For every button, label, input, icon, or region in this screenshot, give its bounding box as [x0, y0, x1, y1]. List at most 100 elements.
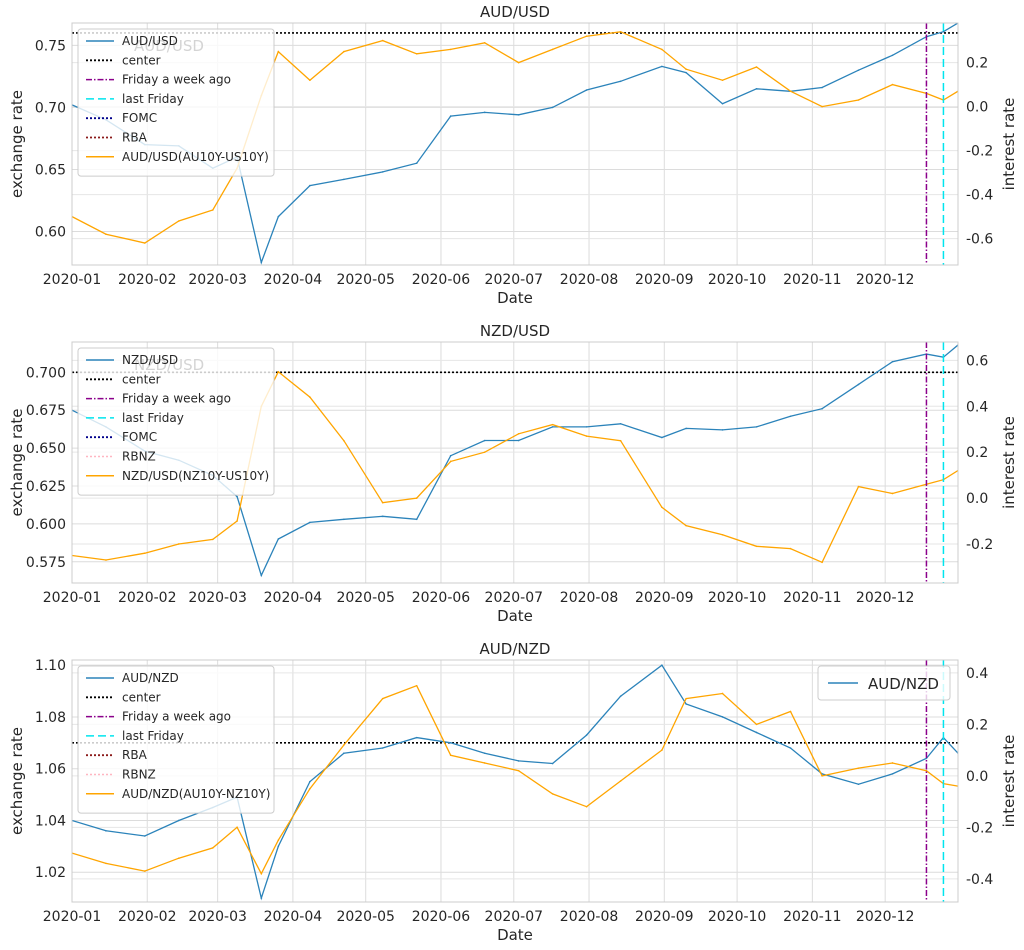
data-point: [260, 574, 263, 577]
data-point: [857, 485, 860, 488]
data-point: [721, 429, 724, 431]
chart-panel-2: 2020-01 2020-02 2020-03 2020-04 2020-05 2020-…: [8, 322, 1018, 625]
legend-box: [77, 28, 275, 177]
data-point: [343, 178, 345, 181]
chart-title: AUD/USD: [480, 3, 550, 21]
data-point: [755, 723, 758, 726]
data-point: [551, 426, 554, 428]
data-point: [517, 61, 520, 64]
data-point: [277, 371, 280, 373]
data-point: [925, 769, 928, 772]
x-axis-label: Date: [497, 607, 533, 625]
x-tick-label: 2020-02: [118, 909, 177, 925]
y-axis-label: exchange rate: [8, 408, 26, 516]
x-tick-label: 2020-05: [336, 272, 395, 288]
x-tick-label: 2020-10: [708, 272, 767, 288]
chart-title: NZD/USD: [480, 322, 550, 340]
legend-label: center: [122, 690, 161, 704]
y-tick-label: 0.65: [35, 162, 66, 178]
x-tick-label: 2020-04: [264, 590, 323, 606]
y-right-tick-label: -0.6: [966, 232, 993, 248]
y-tick-label: 0.70: [35, 100, 66, 116]
data-point: [755, 731, 758, 734]
legend-label: center: [122, 372, 161, 386]
y-tick-label: 0.60: [35, 224, 66, 240]
y-right-tick-label: -0.2: [966, 144, 993, 160]
x-tick-label: 2020-09: [635, 590, 694, 606]
x-tick-label: 2020-06: [412, 909, 471, 925]
legend-box: [77, 347, 275, 496]
data-point: [685, 703, 687, 705]
data-point: [619, 423, 622, 425]
data-point: [821, 86, 823, 89]
data-point: [857, 383, 860, 386]
data-point: [483, 762, 486, 764]
data-point: [585, 805, 588, 808]
data-point: [144, 242, 146, 244]
legend-label: center: [122, 53, 161, 67]
legend-label: Friday a week ago: [122, 710, 231, 724]
chart-panel-3: 2020-01 2020-02 2020-03 2020-04 2020-05 2020-…: [8, 640, 1018, 944]
data-point: [105, 233, 107, 235]
data-point: [685, 697, 687, 700]
data-point: [585, 89, 588, 91]
data-point: [619, 695, 622, 698]
y-tick-label: 0.700: [26, 365, 66, 381]
x-tick-label: 2020-08: [560, 272, 619, 288]
data-point: [381, 171, 384, 173]
data-point: [449, 115, 452, 117]
data-point: [821, 105, 823, 108]
data-point: [483, 439, 486, 442]
data-point: [144, 870, 146, 872]
data-point: [343, 752, 345, 754]
y-tick-label: 1.06: [35, 762, 66, 778]
y-right-axis-label: interest rate: [1000, 98, 1018, 191]
legend-label: RBA: [122, 131, 148, 145]
x-tick-label: 2020-04: [264, 272, 323, 288]
data-point: [381, 747, 384, 749]
y-right-tick-label: -0.4: [966, 872, 993, 888]
data-point: [619, 439, 622, 442]
y-tick-label: 1.08: [35, 710, 66, 726]
data-point: [381, 697, 384, 700]
y-right-tick-label: -0.4: [966, 188, 993, 204]
data-point: [236, 826, 238, 829]
x-tick-label: 2020-04: [264, 909, 323, 925]
data-point: [178, 543, 180, 545]
y-right-tick-label: 0.0: [966, 100, 988, 116]
data-point: [789, 747, 792, 749]
x-tick-label: 2020-02: [118, 272, 177, 288]
data-point: [260, 261, 263, 264]
data-point: [415, 53, 418, 55]
data-point: [619, 80, 622, 83]
data-point: [236, 520, 238, 522]
x-tick-label: 2020-12: [856, 909, 915, 925]
data-point: [449, 454, 452, 457]
data-point: [891, 54, 894, 57]
data-point: [891, 492, 894, 495]
data-point: [789, 547, 792, 550]
data-point: [891, 83, 894, 86]
data-point: [721, 102, 724, 105]
legend-label: NZD/USD(NZ10Y-US10Y): [122, 469, 269, 483]
plot-frame: [71, 341, 959, 584]
legend-label: FOMC: [122, 111, 157, 125]
data-point: [343, 518, 345, 521]
data-point: [661, 48, 663, 51]
x-tick-label: 2020-06: [412, 590, 471, 606]
data-point: [236, 495, 238, 498]
legend-label: AUD/NZD(AU10Y-NZ10Y): [122, 787, 270, 801]
data-point: [449, 48, 452, 51]
legend-label: AUD/USD(AU10Y-US10Y): [122, 150, 269, 164]
data-point: [685, 427, 687, 430]
legend-label: NZD/USD: [122, 353, 178, 367]
legend-label: last Friday: [122, 411, 184, 425]
data-point: [309, 521, 311, 524]
data-point: [755, 426, 758, 428]
data-point: [685, 68, 687, 70]
x-tick-label: 2020-01: [43, 590, 102, 606]
data-point: [857, 99, 860, 101]
x-tick-label: 2020-08: [560, 909, 619, 925]
